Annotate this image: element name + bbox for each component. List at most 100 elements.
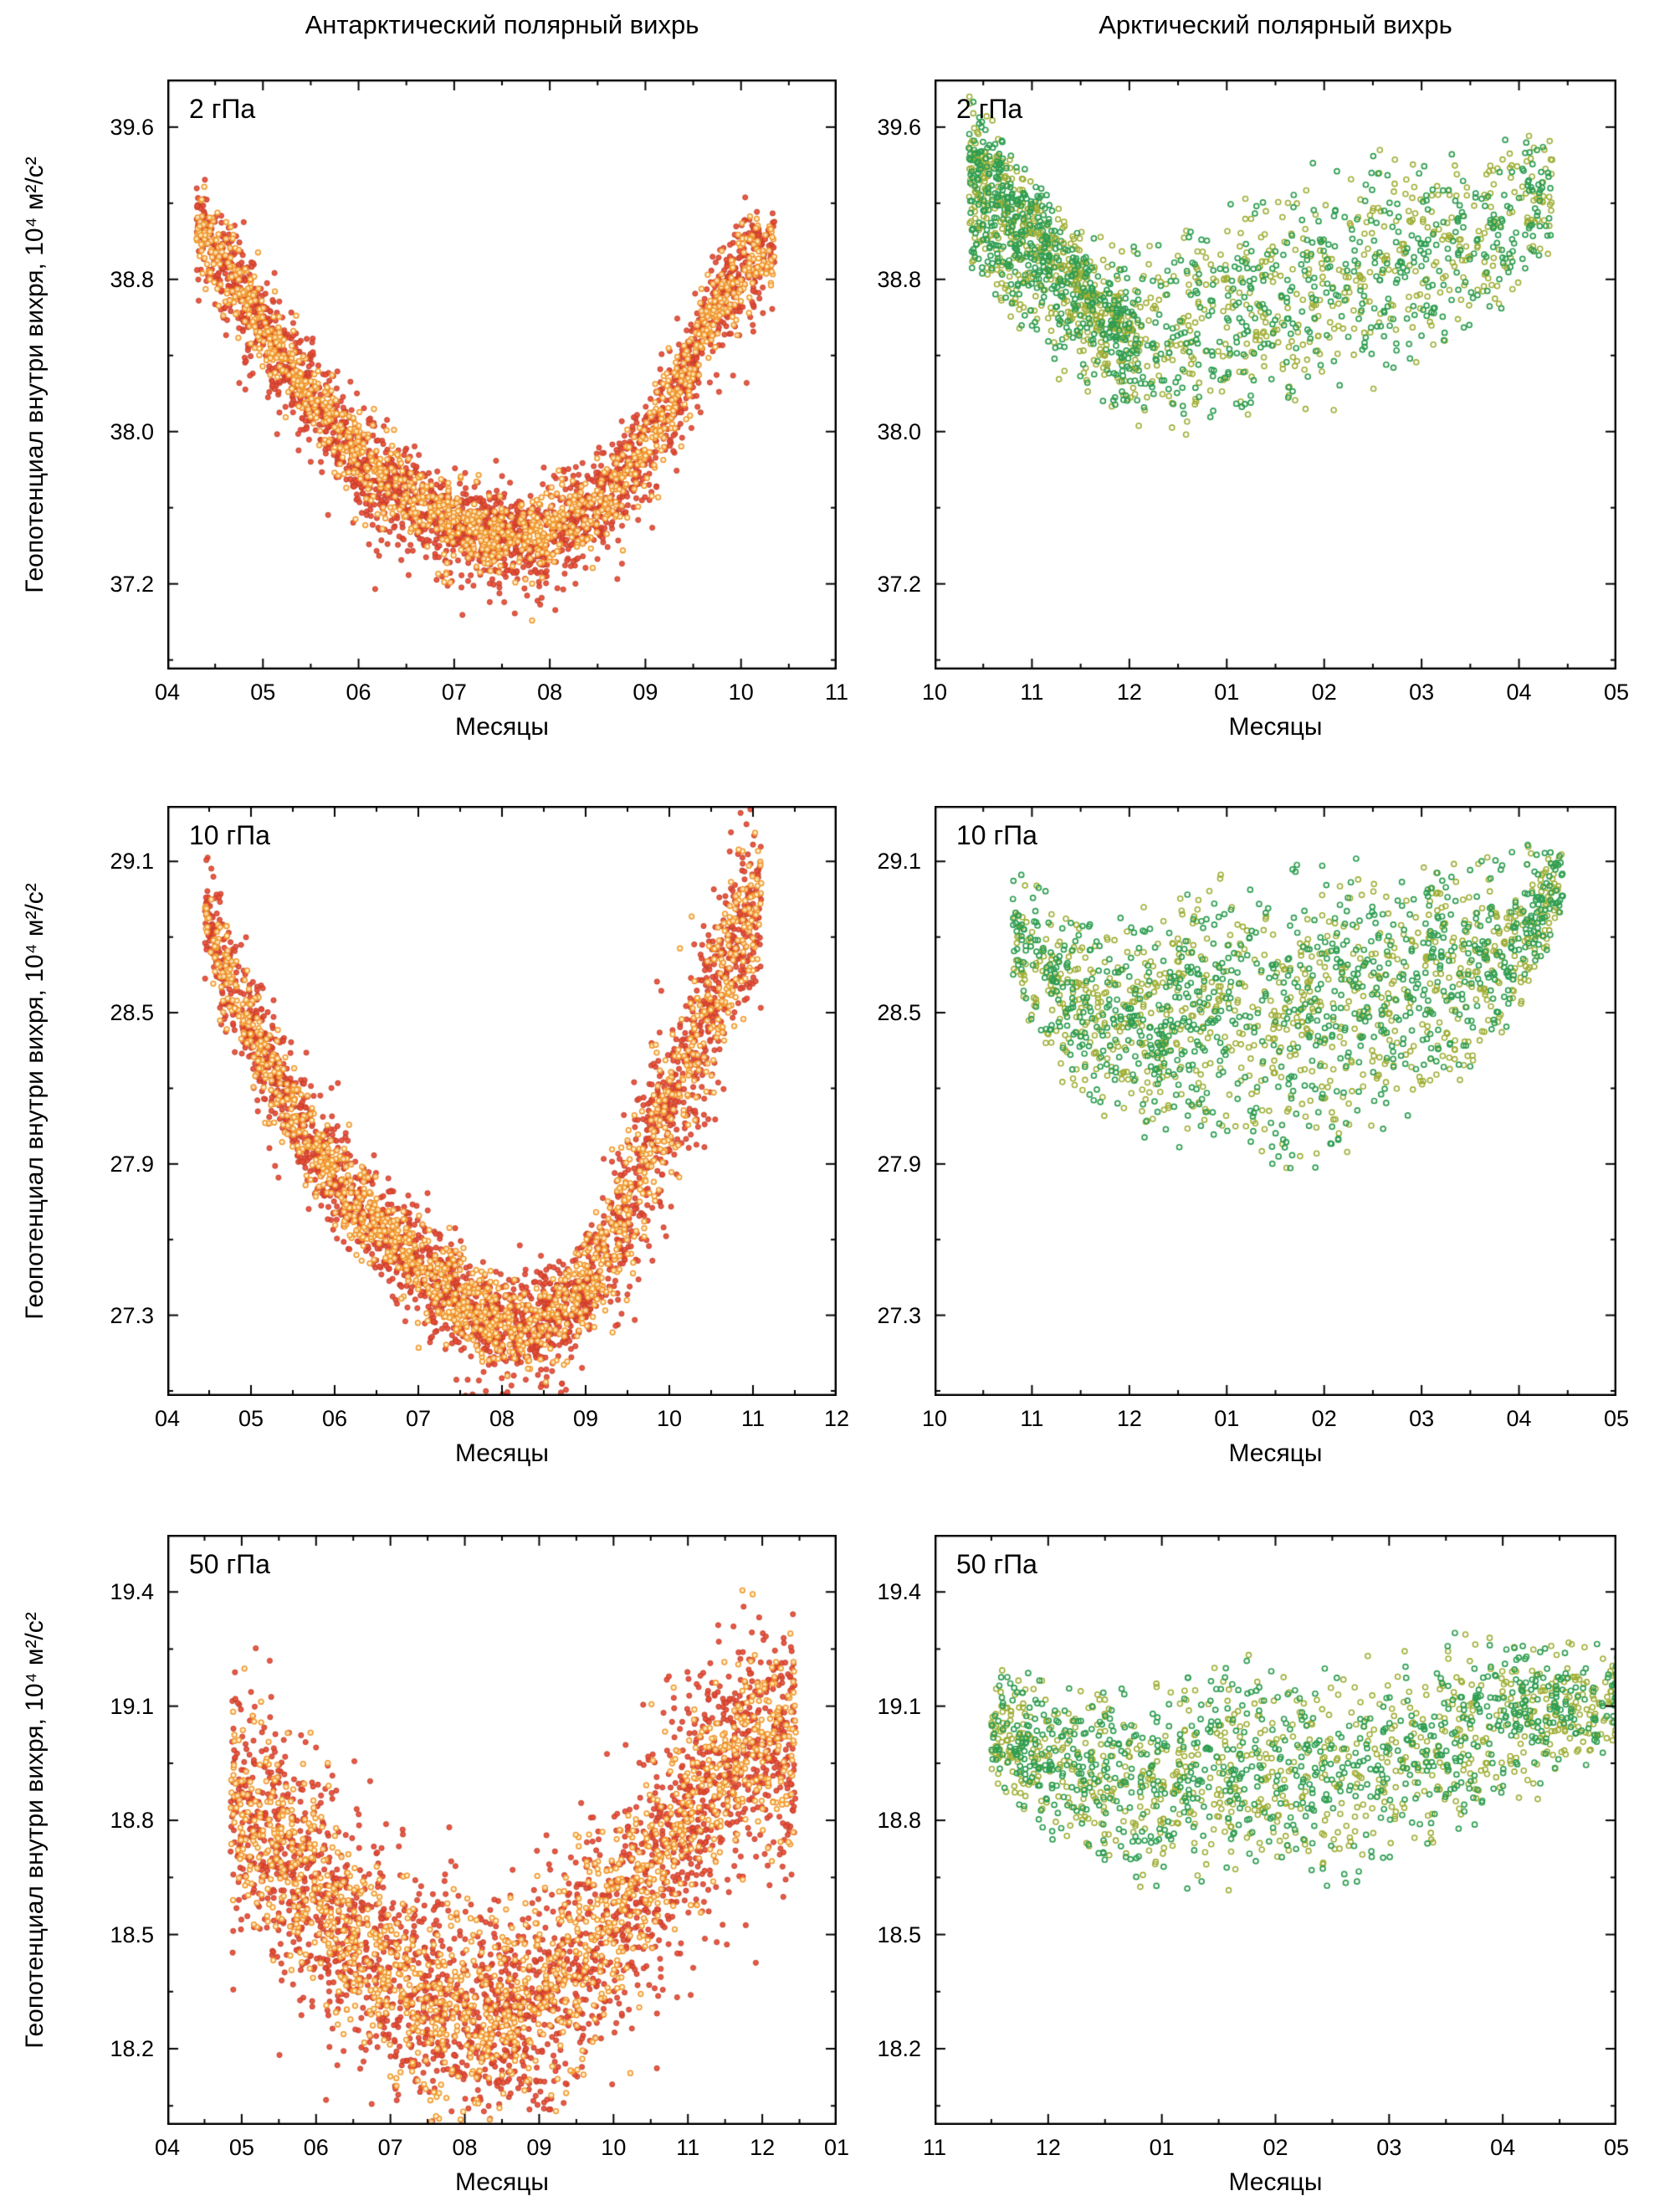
- scatter-plot-arctic-10hpa: [935, 806, 1616, 1396]
- x-axis-title: Месяцы: [1228, 2168, 1323, 2196]
- y-axis-title: Геопотенциал внутри вихря, 10⁴ м²/с²: [21, 156, 49, 593]
- x-axis-title: Месяцы: [454, 2168, 549, 2196]
- y-tick-label: 37.2: [877, 571, 921, 597]
- x-tick-label: 08: [537, 680, 563, 705]
- y-tick-label: 18.2: [110, 2036, 154, 2062]
- x-tick-label: 04: [154, 2135, 181, 2160]
- y-axis-title: Геопотенциал внутри вихря, 10⁴ м²/с²: [21, 882, 49, 1320]
- x-tick-label: 04: [1490, 2135, 1516, 2160]
- y-tick-label: 38.8: [110, 266, 154, 292]
- y-tick-label: 39.6: [110, 114, 154, 140]
- x-tick-label: 11: [1020, 680, 1044, 705]
- y-tick-label: 18.2: [877, 2036, 921, 2062]
- x-tick-label: 04: [154, 680, 181, 705]
- x-tick-label: 09: [572, 1406, 599, 1431]
- x-tick-label: 12: [1035, 2135, 1061, 2160]
- x-tick-label: 01: [1214, 680, 1240, 705]
- pressure-label-antarctic-50hpa: 50 гПа: [189, 1549, 270, 1579]
- x-tick-label: 11: [824, 680, 849, 705]
- x-tick-label: 04: [1506, 680, 1532, 705]
- x-tick-label: 03: [1376, 2135, 1402, 2160]
- x-tick-label: 05: [238, 1406, 264, 1431]
- y-tick-label: 38.0: [877, 418, 921, 444]
- y-tick-label: 19.4: [877, 1579, 921, 1605]
- y-tick-label: 39.6: [877, 114, 921, 140]
- y-tick-label: 19.1: [877, 1693, 921, 1719]
- x-tick-label: 07: [405, 1406, 432, 1431]
- y-tick-label: 38.8: [877, 266, 921, 292]
- x-tick-label: 06: [321, 1406, 348, 1431]
- pressure-label-arctic-50hpa: 50 гПа: [956, 1549, 1037, 1579]
- x-tick-label: 12: [823, 1406, 850, 1431]
- x-tick-label: 12: [750, 2135, 776, 2160]
- x-tick-label: 10: [921, 680, 948, 705]
- x-tick-label: 01: [1149, 2135, 1175, 2160]
- x-tick-label: 05: [1603, 680, 1630, 705]
- pressure-label-antarctic-2hpa: 2 гПа: [189, 94, 256, 124]
- x-tick-label: 05: [1603, 1406, 1630, 1431]
- x-tick-label: 06: [303, 2135, 329, 2160]
- pressure-label-arctic-10hpa: 10 гПа: [956, 820, 1037, 850]
- y-tick-label: 27.3: [110, 1302, 154, 1328]
- x-tick-label: 03: [1409, 1406, 1435, 1431]
- x-tick-label: 10: [656, 1406, 683, 1431]
- x-tick-label: 11: [922, 2135, 947, 2160]
- y-axis-title: Геопотенциал внутри вихря, 10⁴ м²/с²: [21, 1611, 49, 2049]
- y-tick-label: 29.1: [110, 849, 154, 875]
- x-tick-label: 04: [154, 1406, 181, 1431]
- x-tick-label: 10: [601, 2135, 627, 2160]
- x-tick-label: 11: [1020, 1406, 1044, 1431]
- column-title-arctic: Арктический полярный вихрь: [1099, 10, 1452, 39]
- x-tick-label: 12: [1116, 680, 1142, 705]
- scatter-plot-antarctic-50hpa: [167, 1535, 837, 2125]
- x-tick-label: 08: [452, 2135, 478, 2160]
- y-tick-label: 37.2: [110, 571, 154, 597]
- x-tick-label: 02: [1311, 1406, 1337, 1431]
- x-tick-label: 11: [676, 2135, 700, 2160]
- y-tick-label: 18.8: [110, 1808, 154, 1834]
- x-tick-label: 11: [740, 1406, 766, 1431]
- x-tick-label: 09: [526, 2135, 552, 2160]
- x-axis-title: Месяцы: [1228, 713, 1323, 741]
- y-tick-label: 18.5: [877, 1922, 921, 1947]
- y-tick-label: 19.4: [110, 1579, 154, 1605]
- scatter-plot-antarctic-2hpa: [167, 80, 837, 670]
- y-tick-label: 27.9: [110, 1151, 154, 1177]
- x-tick-label: 07: [441, 680, 467, 705]
- x-tick-label: 01: [1214, 1406, 1240, 1431]
- x-tick-label: 06: [346, 680, 371, 705]
- x-tick-label: 01: [823, 2135, 850, 2160]
- x-tick-label: 08: [489, 1406, 515, 1431]
- x-tick-label: 05: [250, 680, 276, 705]
- y-tick-label: 27.9: [877, 1151, 921, 1177]
- column-title-antarctic: Антарктический полярный вихрь: [305, 10, 699, 39]
- x-tick-label: 04: [1506, 1406, 1532, 1431]
- x-tick-label: 09: [633, 680, 658, 705]
- pressure-label-arctic-2hpa: 2 гПа: [956, 94, 1023, 124]
- y-tick-label: 27.3: [877, 1302, 921, 1328]
- x-tick-label: 10: [921, 1406, 948, 1431]
- scatter-plot-arctic-50hpa: [935, 1535, 1616, 2125]
- x-axis-title: Месяцы: [454, 1439, 549, 1467]
- x-tick-label: 02: [1311, 680, 1337, 705]
- y-tick-label: 28.5: [110, 1000, 154, 1026]
- scatter-plot-arctic-2hpa: [935, 80, 1616, 670]
- x-tick-label: 10: [728, 680, 754, 705]
- x-tick-label: 07: [377, 2135, 403, 2160]
- y-tick-label: 28.5: [877, 1000, 921, 1026]
- y-tick-label: 38.0: [110, 418, 154, 444]
- scatter-plot-antarctic-10hpa: [167, 806, 837, 1396]
- y-tick-label: 19.1: [110, 1693, 154, 1719]
- x-tick-label: 02: [1263, 2135, 1288, 2160]
- y-tick-label: 29.1: [877, 849, 921, 875]
- x-tick-label: 05: [228, 2135, 254, 2160]
- x-tick-label: 05: [1603, 2135, 1630, 2160]
- pressure-label-antarctic-10hpa: 10 гПа: [189, 820, 270, 850]
- x-tick-label: 12: [1116, 1406, 1142, 1431]
- y-tick-label: 18.8: [877, 1808, 921, 1834]
- x-axis-title: Месяцы: [454, 713, 549, 741]
- x-tick-label: 03: [1409, 680, 1435, 705]
- y-tick-label: 18.5: [110, 1922, 154, 1947]
- x-axis-title: Месяцы: [1228, 1439, 1323, 1467]
